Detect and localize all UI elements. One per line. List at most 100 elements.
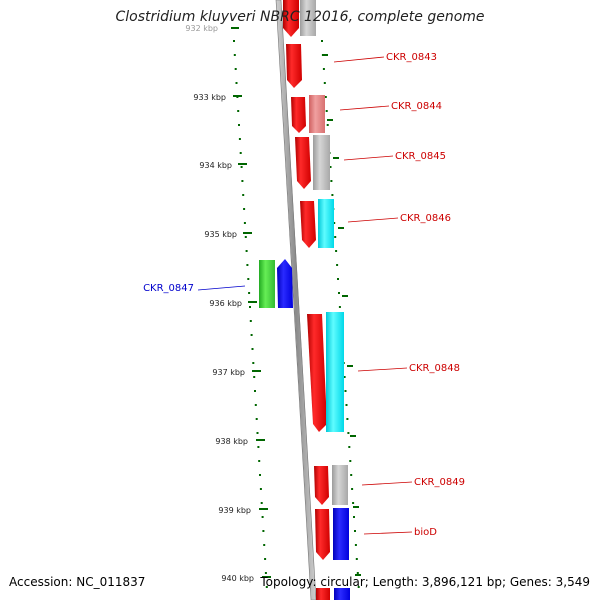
- guide-dot: [263, 544, 266, 546]
- guide-dot: [352, 502, 355, 504]
- gene-label-ckr0847[interactable]: CKR_0847: [143, 283, 194, 294]
- gene-label-ckr0849[interactable]: CKR_0849: [414, 477, 465, 488]
- guide-dot: [330, 180, 333, 182]
- guide-dot: [344, 390, 347, 392]
- guide-dot: [245, 250, 248, 252]
- guide-dot: [336, 264, 339, 266]
- guide-dot: [233, 54, 236, 56]
- guide-dot: [241, 180, 244, 182]
- outer-tick-group: [322, 54, 361, 576]
- leader-line-ckr0844: [339, 105, 390, 111]
- guide-dot: [255, 418, 258, 420]
- guide-dot: [351, 488, 354, 490]
- scale-tick-group: 932 kbp 933 kbp 934 kbp 935 kbp 936 kbp …: [185, 24, 271, 583]
- guide-dot: [250, 334, 253, 336]
- guide-dot: [331, 194, 334, 196]
- guide-dot: [324, 96, 327, 98]
- scale-tick-label: 935 kbp: [204, 230, 237, 239]
- gene-box-gray-ckr0849[interactable]: [332, 465, 348, 505]
- guide-dot: [333, 222, 336, 224]
- gene-label-ckr0846[interactable]: CKR_0846: [400, 213, 451, 224]
- scale-tick-label: 940 kbp: [221, 574, 254, 583]
- guide-dot: [258, 460, 261, 462]
- gene-box-red[interactable]: [316, 588, 330, 600]
- guide-dot: [256, 432, 259, 434]
- guide-dot: [259, 488, 262, 490]
- gene-box-salmon-ckr0844[interactable]: [309, 95, 325, 133]
- guide-dot: [233, 40, 235, 42]
- gene-label-ckr0843[interactable]: CKR_0843: [386, 52, 437, 63]
- guide-dot: [248, 292, 251, 294]
- guide-dot: [246, 264, 249, 266]
- guide-dot: [234, 68, 237, 70]
- gene-box-blue[interactable]: [334, 588, 350, 600]
- scale-tick-label: 936 kbp: [209, 299, 242, 308]
- guide-dot: [254, 404, 257, 406]
- gene-arrow-red[interactable]: [295, 137, 311, 189]
- gene-box-gray[interactable]: [300, 0, 316, 36]
- guide-dot: [347, 432, 350, 434]
- guide-dot: [238, 138, 241, 140]
- leader-line-ckr0845: [343, 155, 394, 161]
- guide-dot: [252, 362, 255, 364]
- genome-backbone: [275, 0, 317, 600]
- scale-tick-label: 934 kbp: [199, 161, 232, 170]
- guide-dot: [244, 236, 247, 238]
- leader-line-ckr0843: [333, 56, 385, 63]
- guide-dot: [249, 320, 252, 322]
- guide-dot: [345, 404, 348, 406]
- gene-label-ckr0844[interactable]: CKR_0844: [391, 101, 442, 112]
- gene-arrow-red-ckr0843[interactable]: [286, 44, 302, 88]
- gene-arrow-red-biod[interactable]: [315, 509, 330, 560]
- gene-box-gray-ckr0845[interactable]: [313, 135, 330, 190]
- accession-text: Accession: NC_011837: [9, 575, 146, 589]
- guide-dot: [350, 474, 353, 476]
- gene-arrow-red[interactable]: [300, 201, 316, 248]
- gene-box-green-ckr0847[interactable]: [259, 260, 275, 308]
- guide-dot: [247, 278, 250, 280]
- gene-arrow-red-ckr0848[interactable]: [307, 314, 327, 432]
- guide-dot: [262, 530, 265, 532]
- gene-arrow-red[interactable]: [283, 0, 299, 37]
- guide-dot: [238, 124, 240, 126]
- guide-dot: [348, 446, 351, 448]
- guide-dot: [261, 516, 264, 518]
- gene-arrow-blue[interactable]: [277, 259, 293, 308]
- leader-line-ckr0846: [347, 217, 399, 223]
- gene-features: [259, 0, 350, 600]
- guide-dot: [264, 572, 267, 574]
- guide-dot: [354, 544, 357, 546]
- guide-dot: [343, 376, 346, 378]
- guide-dot: [326, 124, 329, 126]
- gene-box-blue[interactable]: [333, 508, 349, 560]
- gene-box-cyan-ckr0846[interactable]: [318, 199, 334, 248]
- guide-dot: [249, 306, 251, 308]
- leader-line-ckr0849: [361, 481, 413, 486]
- guide-dot: [239, 152, 242, 154]
- guide-dot: [242, 194, 245, 196]
- guide-dot: [338, 292, 340, 294]
- gene-box-cyan[interactable]: [326, 312, 344, 432]
- gene-labels: CKR_0843 CKR_0844 CKR_0845 CKR_0846 CKR_…: [143, 52, 465, 538]
- scale-dotted-line: [233, 40, 268, 588]
- gene-arrow-red[interactable]: [291, 97, 306, 133]
- guide-dot: [264, 558, 267, 560]
- guide-dot: [260, 502, 263, 504]
- guide-dot: [237, 110, 240, 112]
- guide-dot: [251, 348, 254, 350]
- scale-tick-label: 932 kbp: [185, 24, 218, 33]
- scale-tick-label: 937 kbp: [212, 368, 245, 377]
- guide-dot: [323, 82, 326, 84]
- gene-label-ckr0845[interactable]: CKR_0845: [395, 151, 446, 162]
- scale-tick-label: 939 kbp: [218, 506, 251, 515]
- guide-dot: [259, 474, 261, 476]
- guide-dot: [357, 586, 360, 588]
- guide-dot: [334, 236, 337, 238]
- genome-summary-text: Topology: circular; Length: 3,896,121 bp…: [260, 575, 590, 589]
- guide-dot: [240, 166, 243, 168]
- gene-label-ckr0848[interactable]: CKR_0848: [409, 363, 460, 374]
- guide-dot: [253, 376, 256, 378]
- gene-label-biod[interactable]: bioD: [414, 527, 437, 538]
- gene-arrow-red[interactable]: [314, 466, 329, 505]
